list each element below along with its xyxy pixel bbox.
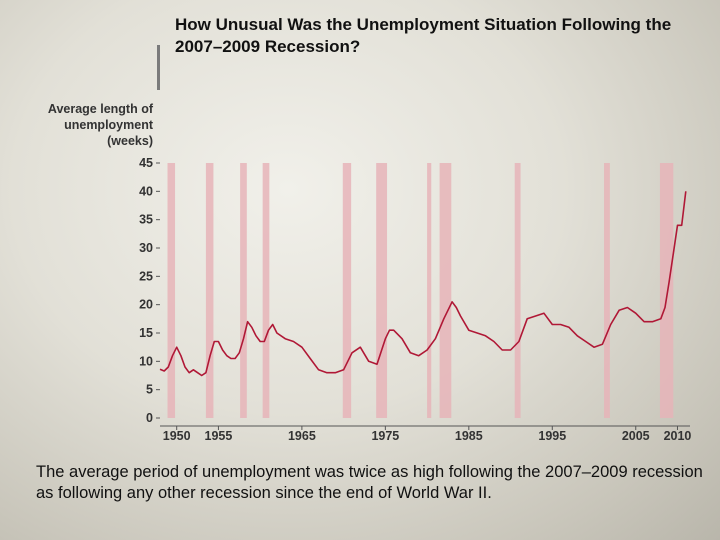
- recession-band-3: [262, 163, 270, 418]
- series-layer: [159, 191, 687, 377]
- x-tick-label: 1950: [163, 429, 191, 443]
- y-tick-label: 35: [139, 213, 153, 227]
- series-line-0: [159, 191, 687, 377]
- y-tick-label: 20: [139, 298, 153, 312]
- x-tick-label: 1965: [288, 429, 316, 443]
- y-tick-label: 5: [146, 383, 153, 397]
- x-tick-label: 1975: [371, 429, 399, 443]
- y-axis-label: Average length of unemployment (weeks): [47, 102, 153, 148]
- recession-band-1: [205, 163, 214, 418]
- chart-caption: The average period of unemployment was t…: [36, 463, 703, 502]
- y-tick-label: 25: [139, 269, 153, 283]
- recession-band-7: [439, 163, 452, 418]
- recession-band-6: [427, 163, 432, 418]
- x-tick-label: 1985: [455, 429, 483, 443]
- recession-band-8: [514, 163, 521, 418]
- x-tick-label: 2005: [622, 429, 650, 443]
- recession-band-2: [240, 163, 247, 418]
- y-tick-label: 10: [139, 354, 153, 368]
- x-tick-label: 2010: [664, 429, 692, 443]
- recession-band-10: [659, 163, 674, 418]
- x-tick-label: 1995: [538, 429, 566, 443]
- y-tick-label: 30: [139, 241, 153, 255]
- x-tick-label: 1955: [205, 429, 233, 443]
- y-tick-label: 15: [139, 326, 153, 340]
- axes: 0 5 10 15 20 25 30 35 40 45 1950 1955 1965 1975 1985 19…: [139, 156, 691, 443]
- title-accent-bar: [157, 45, 160, 90]
- y-tick-label: 0: [146, 411, 153, 425]
- recession-band-0: [167, 163, 176, 418]
- y-tick-label: 40: [139, 184, 153, 198]
- recession-band-9: [604, 163, 610, 418]
- y-tick-label: 45: [139, 156, 153, 170]
- recession-bands: [167, 163, 674, 418]
- recession-band-5: [376, 163, 388, 418]
- recession-band-4: [342, 163, 352, 418]
- chart-title: How Unusual Was the Unemployment Situati…: [175, 15, 672, 56]
